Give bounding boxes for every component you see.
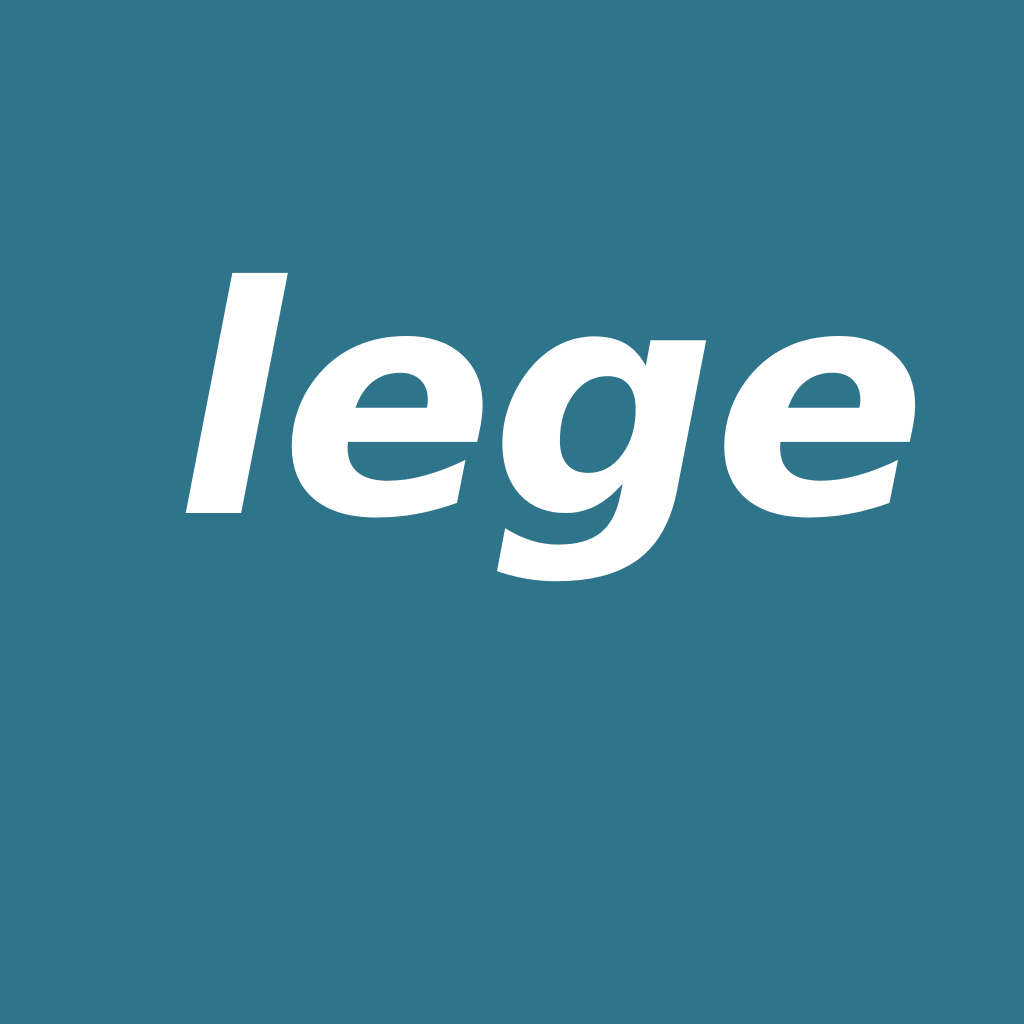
logo-wordmark: lege xyxy=(176,220,927,588)
